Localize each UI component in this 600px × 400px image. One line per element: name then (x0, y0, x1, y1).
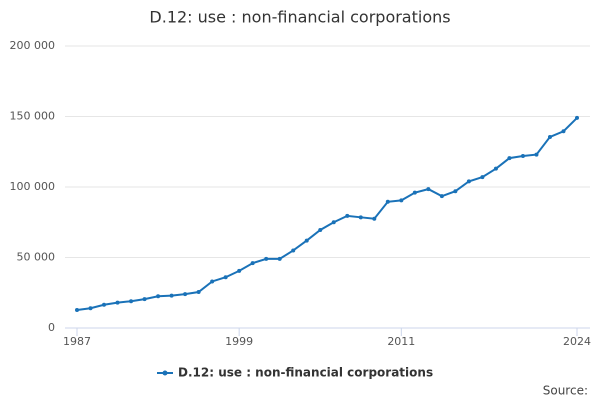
data-point (196, 290, 201, 295)
data-point (183, 292, 188, 297)
data-point (561, 129, 566, 134)
data-point (142, 297, 147, 302)
data-point (480, 175, 485, 180)
data-point (358, 215, 363, 220)
data-point (426, 187, 431, 192)
y-tick-label: 100 000 (10, 180, 56, 193)
data-point (291, 248, 296, 253)
data-point (156, 294, 161, 299)
legend-label: D.12: use : non-financial corporations (178, 366, 433, 380)
series-line (76, 117, 578, 311)
data-point (507, 156, 512, 161)
data-point (331, 220, 336, 225)
data-point (223, 275, 228, 280)
data-point (318, 228, 323, 233)
data-point (102, 302, 107, 307)
data-point (345, 213, 350, 218)
data-point (88, 306, 93, 311)
data-point (129, 299, 134, 304)
data-point (264, 256, 269, 261)
data-point (547, 134, 552, 139)
y-tick-label: 0 (48, 321, 55, 334)
y-tick-label: 50 000 (17, 251, 56, 264)
x-tick-label: 1999 (225, 335, 253, 348)
y-tick-label: 200 000 (10, 39, 56, 52)
data-point (385, 199, 390, 204)
data-point (399, 198, 404, 203)
data-point (412, 190, 417, 195)
data-point (493, 166, 498, 171)
source-label: Source: (543, 384, 588, 398)
y-tick-label: 150 000 (10, 110, 56, 123)
data-point (277, 256, 282, 261)
x-tick-label: 2024 (563, 335, 591, 348)
x-tick-label: 2011 (387, 335, 415, 348)
data-point (453, 189, 458, 194)
data-point (250, 261, 255, 266)
data-point (575, 115, 579, 120)
data-point (520, 153, 525, 158)
data-point (169, 293, 174, 298)
data-point (237, 268, 242, 273)
data-point (372, 216, 377, 221)
chart-title: D.12: use : non-financial corporations (149, 8, 450, 27)
data-point (466, 179, 471, 184)
data-point (75, 307, 79, 312)
data-point (210, 279, 215, 284)
data-point (439, 194, 444, 199)
data-point (534, 152, 539, 157)
data-point (115, 300, 120, 305)
x-tick-label: 1987 (63, 335, 91, 348)
legend-marker (162, 370, 168, 376)
data-point (304, 238, 309, 243)
